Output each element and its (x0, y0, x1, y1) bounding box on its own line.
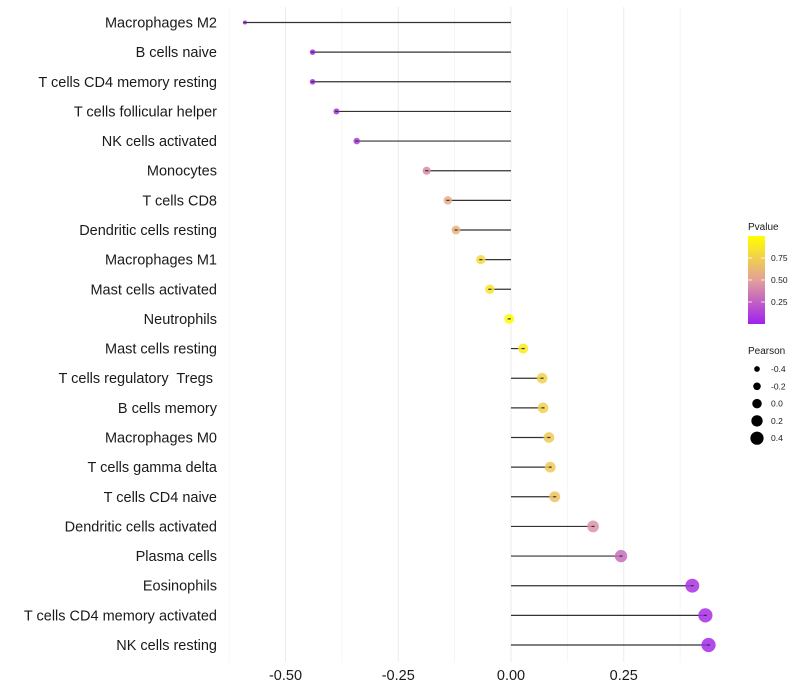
y-tick-label: Eosinophils (143, 579, 217, 595)
size-legend-label: 0.0 (771, 399, 783, 409)
size-legend-dot (752, 398, 762, 409)
y-tick-label: T cells follicular helper (74, 104, 217, 120)
size-legend-label: -0.4 (771, 364, 786, 374)
y-tick-label: T cells regulatory Tregs (59, 371, 218, 387)
y-tick-label: Neutrophils (144, 312, 217, 328)
y-tick-label: T cells CD4 memory activated (24, 608, 217, 624)
x-tick-label: -0.25 (382, 668, 415, 684)
y-tick-label: Monocytes (147, 164, 217, 180)
y-tick-label: T cells CD4 memory resting (38, 75, 217, 91)
size-legend-dot (754, 366, 760, 372)
y-tick-label: T cells gamma delta (88, 460, 218, 476)
x-axis-labels: -0.50 -0.25 0.00 0.25 (269, 668, 638, 684)
y-tick-label: Plasma cells (136, 549, 217, 565)
size-legend-label: 0.2 (771, 416, 783, 426)
y-tick-label: T cells CD4 naive (104, 490, 217, 506)
y-tick-label: NK cells resting (116, 638, 217, 654)
y-tick-label: Dendritic cells resting (79, 223, 217, 239)
x-tick-label: 0.25 (610, 668, 638, 684)
colorbar-label: 0.75 (771, 253, 788, 263)
points (242, 20, 716, 653)
pearson-legend-title: Pearson (748, 346, 785, 357)
stems (244, 21, 709, 646)
y-tick-label: Mast cells resting (105, 342, 217, 358)
y-tick-label: Mast cells activated (90, 282, 217, 298)
y-axis-labels: Macrophages M2 B cells naive T cells CD4 m… (24, 16, 218, 655)
y-tick-label: B cells memory (118, 401, 218, 417)
y-tick-label: NK cells activated (102, 134, 217, 150)
pvalue-legend: Pvalue 0.25 0.50 0.75 (748, 222, 788, 324)
y-tick-label: Dendritic cells activated (65, 519, 217, 535)
size-legend-dot (753, 382, 761, 391)
size-legend-label: 0.4 (771, 433, 783, 443)
y-tick-label: B cells naive (136, 45, 217, 61)
colorbar-label: 0.25 (771, 297, 788, 307)
pearson-legend: Pearson -0.4 -0.2 0.0 0.2 0.4 (748, 346, 786, 445)
size-legend-label: -0.2 (771, 381, 786, 391)
pvalue-legend-title: Pvalue (748, 222, 779, 233)
y-tick-label: T cells CD8 (142, 193, 217, 209)
x-tick-label: 0.00 (497, 668, 525, 684)
colorbar-label: 0.50 (771, 275, 788, 285)
y-tick-label: Macrophages M0 (105, 431, 217, 447)
pvalue-colorbar (748, 236, 765, 324)
y-tick-label: Macrophages M2 (105, 16, 217, 32)
y-tick-label: Macrophages M1 (105, 253, 217, 269)
size-legend-dot (751, 415, 763, 427)
x-tick-label: -0.50 (269, 668, 302, 684)
size-legend-dot (750, 431, 764, 445)
grid-lines (228, 7, 681, 662)
